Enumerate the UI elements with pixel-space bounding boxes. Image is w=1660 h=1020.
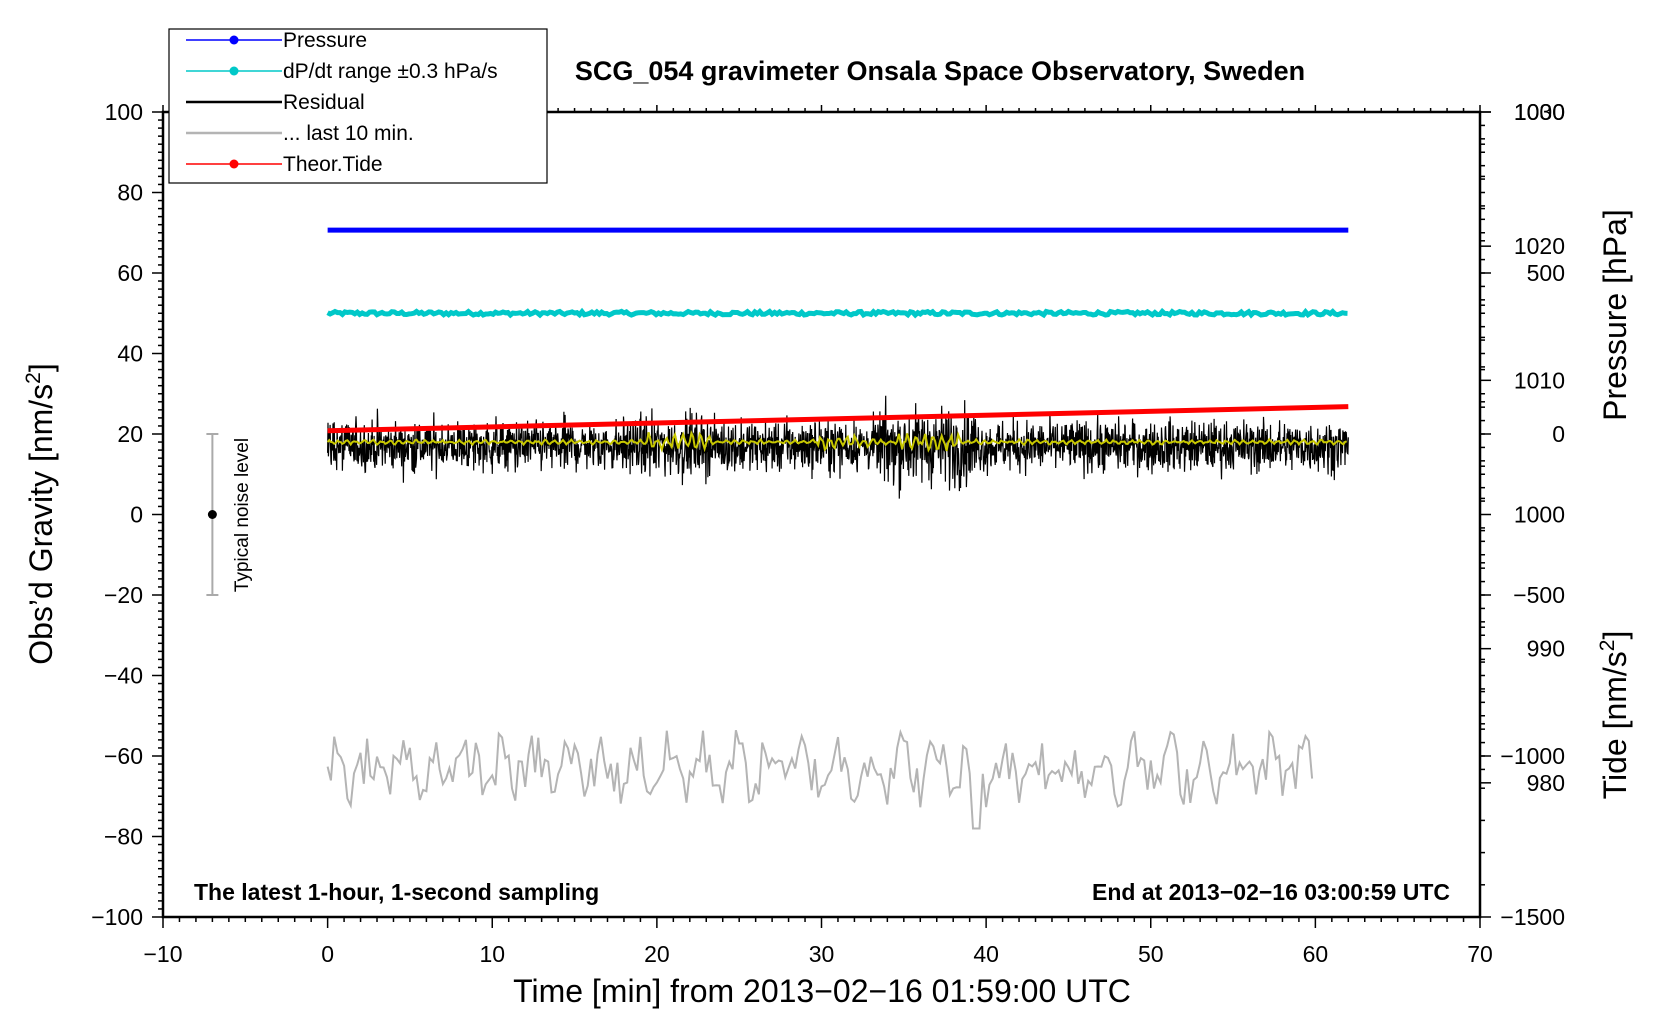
tide-tick-label: 500 xyxy=(1527,260,1565,286)
left-tick-label: 80 xyxy=(117,180,143,206)
legend-items: Pressure dP/dt range ±0.3 hPa/s Residual..… xyxy=(186,29,498,176)
series-layer xyxy=(326,227,1349,830)
legend-marker xyxy=(229,35,239,45)
plot-frame xyxy=(161,110,1482,919)
x-tick-label: 10 xyxy=(479,941,505,967)
legend: Pressure dP/dt range ±0.3 hPa/s Residual..… xyxy=(168,28,548,184)
end-time-note: End at 2013−02−16 03:00:59 UTC xyxy=(1092,879,1450,905)
left-tick-label: 20 xyxy=(117,421,143,447)
pressure-tick-label: 980 xyxy=(1527,770,1565,796)
pressure-tick-label: 1000 xyxy=(1514,502,1565,528)
tide-tick-label: −500 xyxy=(1513,582,1565,608)
series-residual-smoothed-line xyxy=(326,429,1348,453)
chart-title: SCG_054 gravimeter Onsala Space Observat… xyxy=(575,56,1305,86)
axis-tick-labels: −10 0 10 20 30 40 50 60 70−100−80−60−40−20020406… xyxy=(91,99,1565,967)
left-tick-label: −100 xyxy=(91,904,143,930)
legend-marker xyxy=(229,66,239,76)
pressure-tick-label: 1020 xyxy=(1514,233,1565,259)
x-tick-label: 30 xyxy=(809,941,835,967)
legend-label: dP/dt range ±0.3 hPa/s xyxy=(283,60,498,83)
x-tick-label: 70 xyxy=(1467,941,1493,967)
tide-tick-label: 1000 xyxy=(1514,99,1565,125)
tide-axis-title: Tide [nm/s2] xyxy=(1596,631,1633,800)
left-tick-label: −40 xyxy=(104,663,143,689)
x-tick-label: 50 xyxy=(1138,941,1164,967)
pressure-tick-label: 1030 xyxy=(1514,99,1565,125)
legend-box xyxy=(168,28,548,184)
legend-label: Theor.Tide xyxy=(283,153,383,176)
tide-tick-label: −1000 xyxy=(1500,743,1565,769)
legend-label: Residual xyxy=(283,91,365,114)
series-theor-tide-line xyxy=(327,404,1349,434)
left-tick-label: −60 xyxy=(104,743,143,769)
left-tick-label: 100 xyxy=(105,99,143,125)
pressure-axis-title: Pressure [hPa] xyxy=(1597,209,1633,421)
left-tick-label: −20 xyxy=(104,582,143,608)
x-tick-label: 60 xyxy=(1303,941,1329,967)
noise-level-label: Typical noise level xyxy=(232,438,253,592)
noise-level-indicator xyxy=(206,433,219,596)
pressure-tick-label: 990 xyxy=(1527,636,1565,662)
x-tick-label: 0 xyxy=(321,941,334,967)
sampling-note: The latest 1-hour, 1-second sampling xyxy=(194,879,599,905)
series-last-10-min-line xyxy=(326,728,1314,830)
x-axis-title: Time [min] from 2013−02−16 01:59:00 UTC xyxy=(513,973,1131,1009)
legend-label: ... last 10 min. xyxy=(283,122,414,145)
series-dpdt-line xyxy=(326,307,1348,319)
left-tick-label: 60 xyxy=(117,260,143,286)
noise-bar-center-dot xyxy=(207,510,217,519)
pressure-tick-label: 1010 xyxy=(1514,367,1565,393)
left-tick-label: 0 xyxy=(130,502,143,528)
tide-tick-label: −1500 xyxy=(1500,904,1565,930)
legend-label: Pressure xyxy=(283,29,367,52)
x-tick-label: −10 xyxy=(143,941,182,967)
left-tick-label: −80 xyxy=(104,824,143,850)
x-tick-label: 40 xyxy=(973,941,999,967)
left-tick-label: 40 xyxy=(117,341,143,367)
legend-marker xyxy=(229,159,239,169)
tide-tick-label: 0 xyxy=(1552,421,1565,447)
left-axis-title: Obs’d Gravity [nm/s2] xyxy=(22,363,59,665)
x-tick-label: 20 xyxy=(644,941,670,967)
